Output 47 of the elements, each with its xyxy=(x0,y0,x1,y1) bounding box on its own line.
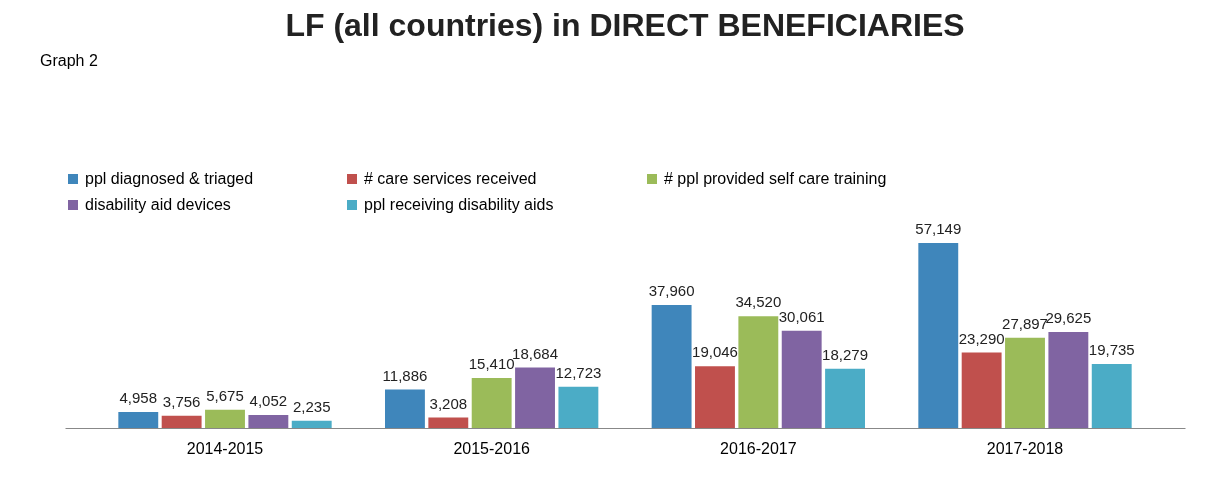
bar xyxy=(825,368,865,428)
data-label: 3,208 xyxy=(429,394,468,412)
bar xyxy=(428,417,469,428)
data-label: 12,723 xyxy=(555,363,602,381)
data-label: 29,625 xyxy=(1045,309,1092,327)
bar xyxy=(1048,332,1089,428)
bar xyxy=(291,420,332,428)
data-label: 4,958 xyxy=(119,388,158,406)
legend-label: ppl diagnosed & triaged xyxy=(85,170,254,187)
bar xyxy=(248,414,289,428)
bar xyxy=(1005,337,1045,428)
bar xyxy=(1091,364,1132,428)
legend-label: # care services received xyxy=(364,170,537,187)
bar xyxy=(695,366,735,428)
bar xyxy=(118,411,159,428)
data-label: 19,046 xyxy=(692,343,738,361)
bar xyxy=(515,367,555,428)
data-label: 57,149 xyxy=(915,220,962,237)
data-label: 15,410 xyxy=(468,355,515,373)
bar xyxy=(205,409,245,428)
data-label: 19,735 xyxy=(1088,341,1135,359)
x-tick-label: 2016-2017 xyxy=(720,439,797,457)
bar xyxy=(385,389,425,428)
legend-label: disability aid devices xyxy=(85,196,231,213)
x-tick-label: 2015-2016 xyxy=(453,439,531,457)
data-label: 4,052 xyxy=(249,391,288,409)
data-label: 3,756 xyxy=(162,392,201,410)
data-label: 37,960 xyxy=(648,282,695,300)
bar xyxy=(161,415,202,428)
data-label: 23,290 xyxy=(958,329,1005,347)
bar xyxy=(781,330,822,428)
legend-label: ppl receiving disability aids xyxy=(364,196,554,213)
bar xyxy=(961,352,1002,428)
bar xyxy=(918,243,959,428)
data-label: 5,675 xyxy=(206,386,244,404)
bar xyxy=(738,316,779,428)
data-label: 11,886 xyxy=(382,366,428,384)
x-tick-label: 2014-2015 xyxy=(186,439,264,457)
bar xyxy=(471,378,512,428)
data-label: 2,235 xyxy=(292,397,331,415)
caption: Graph 2 xyxy=(40,52,98,69)
chart-title: LF (all countries) in DIRECT BENEFICIARIES xyxy=(285,7,965,43)
bar xyxy=(651,305,692,428)
bar xyxy=(558,386,599,428)
data-label: 18,279 xyxy=(822,345,868,363)
legend-label: # ppl provided self care training xyxy=(664,170,887,187)
x-tick-label: 2017-2018 xyxy=(986,439,1064,457)
